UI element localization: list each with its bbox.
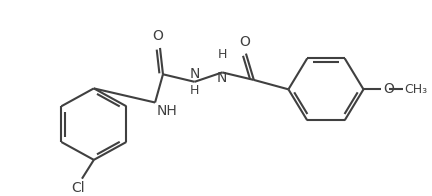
Text: NH: NH (157, 104, 178, 118)
Text: O: O (383, 82, 394, 96)
Text: Cl: Cl (71, 181, 85, 195)
Text: O: O (152, 29, 163, 43)
Text: H: H (190, 84, 199, 97)
Text: CH₃: CH₃ (404, 83, 427, 96)
Text: N: N (217, 71, 227, 84)
Text: N: N (189, 67, 200, 81)
Text: O: O (239, 35, 251, 49)
Text: H: H (218, 48, 227, 61)
